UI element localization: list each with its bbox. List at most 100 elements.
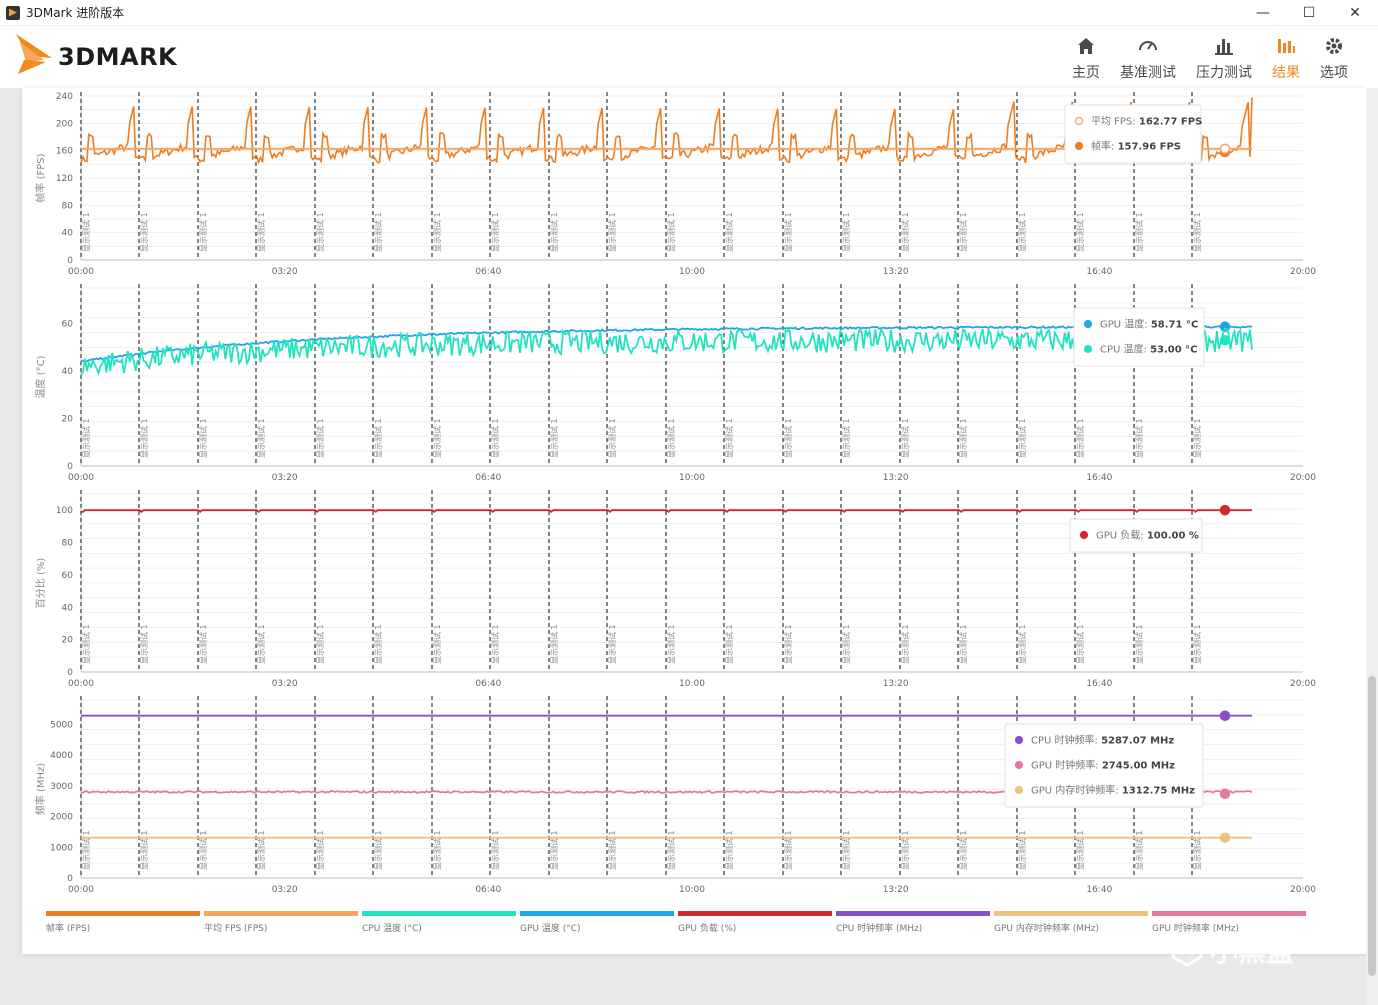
bottom-legend-bar (204, 911, 358, 916)
bottom-legend-label: GPU 负载 (%) (678, 922, 736, 934)
legend-marker (1014, 785, 1024, 795)
legend-entry: CPU 温度: 53.00 °C (1100, 343, 1198, 356)
loop-label: 显示测试 1 (549, 624, 559, 664)
y-tick-label: 5000 (50, 721, 73, 731)
x-tick-label: 03:20 (272, 885, 298, 895)
app-header: 3DMARK 主页 基准测试 压力测试 结果 (0, 26, 1378, 88)
x-tick-label: 06:40 (475, 885, 501, 895)
legend-entry: 帧率: 157.96 FPS (1091, 140, 1181, 153)
loop-label: 显示测试 1 (1075, 212, 1085, 252)
bar-chart-icon (1213, 34, 1235, 58)
maximize-button[interactable]: ☐ (1302, 5, 1316, 21)
scrollbar[interactable] (1366, 88, 1378, 1005)
loop-label: 显示测试 1 (490, 624, 500, 664)
loop-label: 显示测试 1 (198, 830, 208, 870)
x-tick-label: 00:00 (68, 267, 94, 277)
bottom-legend-bar (994, 911, 1148, 916)
x-tick-label: 20:00 (1290, 267, 1316, 277)
loop-label: 显示测试 1 (139, 418, 149, 458)
nav-label: 主页 (1072, 65, 1100, 81)
logo[interactable]: 3DMARK (14, 32, 177, 76)
loop-label: 显示测试 1 (900, 212, 910, 252)
series-line-cpu_temp (80, 326, 1253, 376)
loop-label: 显示测试 1 (81, 830, 91, 870)
y-tick-label: 4000 (50, 751, 73, 761)
loop-label: 显示测试 1 (1134, 418, 1144, 458)
x-tick-label: 13:20 (883, 885, 909, 895)
nav-item-benchmarks[interactable]: 基准测试 (1120, 34, 1176, 82)
loop-label: 显示测试 1 (900, 624, 910, 664)
watermark-logo-icon (1171, 933, 1203, 967)
x-tick-label: 00:00 (68, 885, 94, 895)
loop-label: 显示测试 1 (1192, 624, 1202, 664)
loop-label: 显示测试 1 (139, 212, 149, 252)
loop-label: 显示测试 1 (198, 418, 208, 458)
gauge-icon (1137, 34, 1159, 58)
loop-label: 显示测试 1 (724, 830, 734, 870)
legend-box (1069, 518, 1203, 553)
y-tick-label: 40 (62, 603, 74, 613)
scrollbar-thumb[interactable] (1368, 676, 1376, 976)
x-tick-label: 16:40 (1086, 473, 1112, 483)
loop-label: 显示测试 1 (315, 830, 325, 870)
results-panel: 0 40 80 120 160 200 240 帧率 (FPS) 00:00 03:20 06:40… (22, 88, 1366, 954)
y-tick-label: 20 (62, 636, 74, 646)
x-tick-label: 10:00 (679, 267, 705, 277)
close-button[interactable]: ✕ (1349, 5, 1361, 21)
x-tick-label: 13:20 (883, 473, 909, 483)
bottom-legend-bar (1152, 911, 1306, 916)
loop-label: 显示测试 1 (373, 212, 383, 252)
loop-label: 显示测试 1 (1075, 624, 1085, 664)
y-tick-label: 20 (62, 415, 74, 425)
nav-item-home[interactable]: 主页 (1072, 34, 1100, 82)
loop-label: 显示测试 1 (198, 212, 208, 252)
minimize-button[interactable]: — (1256, 5, 1270, 21)
legend-marker (1079, 530, 1089, 540)
x-tick-label: 03:20 (272, 679, 298, 689)
loop-label: 显示测试 1 (958, 830, 968, 870)
bottom-legend-bar (46, 911, 200, 916)
watermark-text: 小黑盒 (1210, 935, 1295, 968)
x-tick-label: 00:00 (68, 679, 94, 689)
x-tick-label: 20:00 (1290, 679, 1316, 689)
legend-marker (1074, 116, 1084, 126)
loop-label: 显示测试 1 (373, 830, 383, 870)
legend-marker (1074, 141, 1084, 151)
x-tick-label: 06:40 (475, 679, 501, 689)
loop-label: 显示测试 1 (841, 212, 851, 252)
x-tick-label: 20:00 (1290, 885, 1316, 895)
bottom-legend-label: GPU 时钟频率 (MHz) (1152, 922, 1239, 934)
nav-item-options[interactable]: 选项 (1320, 34, 1348, 82)
nav-label: 结果 (1272, 65, 1300, 81)
logo-text: 3DMARK (58, 43, 178, 71)
loop-label: 显示测试 1 (549, 830, 559, 870)
nav-label: 基准测试 (1120, 65, 1176, 81)
x-tick-label: 03:20 (272, 473, 298, 483)
gear-icon (1323, 34, 1345, 58)
nav-item-results[interactable]: 结果 (1272, 34, 1300, 82)
loop-label: 显示测试 1 (958, 418, 968, 458)
loop-label: 显示测试 1 (139, 624, 149, 664)
loop-label: 显示测试 1 (783, 624, 793, 664)
x-tick-label: 10:00 (679, 885, 705, 895)
watermark: 小黑盒 (1170, 930, 1294, 970)
loop-label: 显示测试 1 (958, 624, 968, 664)
series-line-gpu_temp (80, 324, 1253, 363)
nav-item-stress-tests[interactable]: 压力测试 (1196, 34, 1252, 82)
bottom-legend-label: GPU 内存时钟频率 (MHz) (994, 922, 1099, 934)
loop-label: 显示测试 1 (490, 418, 500, 458)
bottom-legend-bar (520, 911, 674, 916)
loop-label: 显示测试 1 (198, 624, 208, 664)
legend-box (1073, 307, 1205, 367)
loop-label: 显示测试 1 (490, 212, 500, 252)
y-tick-label: 3000 (50, 782, 73, 792)
loop-label: 显示测试 1 (432, 418, 442, 458)
y-tick-label: 120 (56, 174, 73, 184)
y-tick-label: 200 (56, 119, 73, 129)
x-tick-label: 00:00 (68, 473, 94, 483)
series-line-gpu_load (81, 509, 1252, 513)
home-icon (1075, 34, 1097, 58)
loop-label: 显示测试 1 (783, 830, 793, 870)
bottom-legend-label: CPU 温度 (°C) (362, 922, 422, 934)
